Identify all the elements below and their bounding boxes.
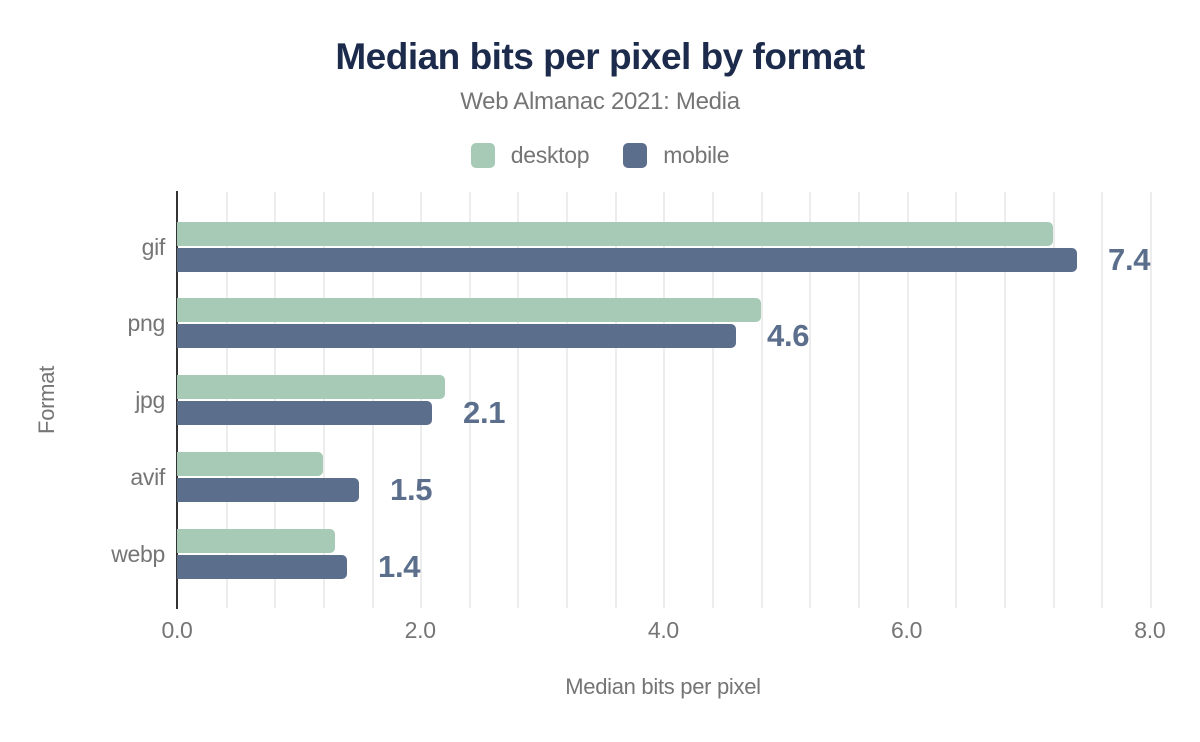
bar-mobile-gif xyxy=(177,247,1077,272)
legend-item-desktop: desktop xyxy=(470,142,590,169)
gridline xyxy=(1101,192,1103,608)
gridline xyxy=(323,192,325,608)
bar-desktop-gif xyxy=(177,221,1053,246)
category-label-gif: gif xyxy=(141,233,166,260)
gridline xyxy=(517,192,519,608)
x-tick-8.0: 8.0 xyxy=(1134,617,1166,643)
x-tick-2.0: 2.0 xyxy=(404,617,436,643)
plot-area: 7.4 4.6 2.1 1.5 1.4 xyxy=(177,192,1162,608)
x-tick-4.0: 4.0 xyxy=(647,617,679,643)
gridline xyxy=(1004,192,1006,608)
x-axis-title: Median bits per pixel xyxy=(565,674,761,699)
value-label-jpg: 2.1 xyxy=(463,395,506,431)
gridline xyxy=(274,192,276,608)
y-axis-line xyxy=(176,191,178,609)
bar-mobile-avif xyxy=(177,477,359,502)
gridline xyxy=(712,192,714,608)
value-label-avif: 1.5 xyxy=(390,471,433,507)
category-label-avif: avif xyxy=(130,463,165,490)
legend-swatch-mobile xyxy=(623,143,648,168)
legend-swatch-desktop xyxy=(470,143,495,168)
category-label-png: png xyxy=(127,310,166,337)
gridline xyxy=(858,192,860,608)
gridline xyxy=(761,192,763,608)
legend: desktop mobile xyxy=(0,142,1200,169)
bar-mobile-jpg xyxy=(177,401,432,426)
gridline xyxy=(809,192,811,608)
x-tick-6.0: 6.0 xyxy=(891,617,923,643)
value-label-gif: 7.4 xyxy=(1108,241,1151,277)
x-tick-0.0: 0.0 xyxy=(161,617,193,643)
value-label-webp: 1.4 xyxy=(378,548,421,584)
gridline xyxy=(1150,192,1152,608)
gridline xyxy=(469,192,471,608)
legend-label-desktop: desktop xyxy=(510,142,590,168)
gridline xyxy=(955,192,957,608)
legend-label-mobile: mobile xyxy=(663,142,730,168)
chart-title: Median bits per pixel by format xyxy=(335,36,865,77)
bar-desktop-jpg xyxy=(177,375,445,400)
gridline xyxy=(372,192,374,608)
category-label-webp: webp xyxy=(111,540,165,567)
gridline xyxy=(566,192,568,608)
gridline xyxy=(420,192,422,608)
bar-mobile-png xyxy=(177,324,736,349)
bar-mobile-webp xyxy=(177,554,347,579)
legend-item-mobile: mobile xyxy=(623,142,730,169)
bar-desktop-png xyxy=(177,298,761,323)
bar-desktop-webp xyxy=(177,528,335,553)
chart-subtitle: Web Almanac 2021: Media xyxy=(460,88,740,115)
value-label-png: 4.6 xyxy=(767,318,810,354)
gridline xyxy=(615,192,617,608)
gridline xyxy=(663,192,665,608)
category-label-jpg: jpg xyxy=(135,387,165,414)
gridline xyxy=(1053,192,1055,608)
bar-desktop-avif xyxy=(177,451,323,476)
gridline xyxy=(907,192,909,608)
gridline xyxy=(226,192,228,608)
